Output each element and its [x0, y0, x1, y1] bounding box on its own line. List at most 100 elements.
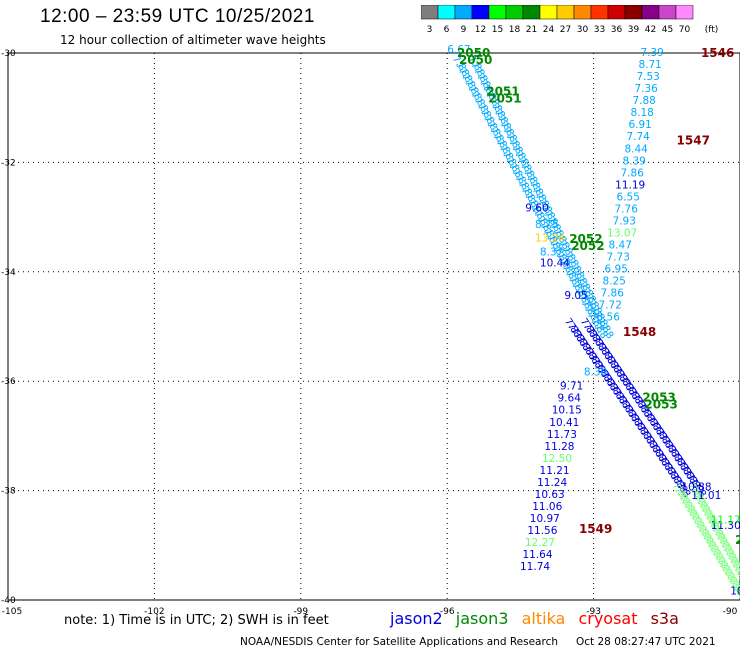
track-mark: 7.8	[723, 572, 740, 591]
s3a-wave-height: 11.21	[540, 465, 570, 477]
track-mark: 7.8	[720, 544, 738, 563]
track-mark: 7.8	[501, 125, 519, 144]
track-mark: 7.8	[481, 113, 499, 132]
track-mark: 7.8	[550, 244, 568, 263]
track-mark: 7.8	[687, 476, 705, 495]
track-mark: 7.8	[629, 392, 647, 411]
track-mark: 7.8	[506, 161, 524, 180]
track-mark: 7.8	[635, 423, 653, 442]
track-mark: 7.8	[666, 445, 684, 464]
track-time-label: 1547	[677, 134, 710, 148]
track-mark: 7.8	[663, 441, 681, 460]
wave-height-label: 8.75	[535, 219, 558, 231]
s3a-wave-height: 7.93	[613, 215, 636, 227]
track-time-label: 2	[735, 533, 740, 547]
scale-label: 21	[526, 25, 537, 35]
track-mark: 7.8	[528, 203, 546, 222]
track-mark: 7.8	[728, 580, 740, 599]
track-mark: 7.8	[471, 66, 489, 85]
track-mark: 7.8	[709, 548, 727, 567]
track-mark: 7.8	[705, 516, 723, 535]
track-mark: 7.8	[681, 500, 699, 519]
track-mark: 7.8	[459, 72, 477, 91]
track-mark: 7.8	[580, 286, 598, 305]
track-mark: 7.8	[536, 197, 554, 216]
track-time-label: 2050	[459, 53, 492, 67]
track-mark: 7.8	[486, 96, 504, 115]
track-mark: 7.8	[702, 512, 720, 531]
track-mark: 7.8	[690, 516, 708, 535]
map-subtitle: 12 hour collection of altimeter wave hei…	[60, 33, 326, 47]
s3a-wave-height: 11.24	[537, 477, 567, 489]
map-title: 12:00 – 23:59 UTC 10/25/2021	[40, 6, 315, 27]
track-mark: 7.8	[638, 427, 656, 446]
scale-label: 27	[560, 25, 571, 35]
map-frame	[7, 52, 740, 601]
track-mark: 7.8	[707, 544, 725, 563]
scale-swatch	[522, 5, 541, 20]
track-mark: 7.8	[690, 481, 708, 500]
track-mark: 7.8	[718, 540, 736, 559]
s3a-wave-height: 8.39	[622, 155, 645, 167]
track-mark: 7.8	[724, 552, 740, 571]
s3a-wave-height: 11.56	[527, 525, 557, 537]
scale-swatch	[471, 5, 490, 20]
s3a-wave-height: 10.97	[530, 513, 560, 525]
track-time-label: 2053	[644, 398, 677, 412]
wave-height-label: 10.44	[540, 257, 570, 269]
track-mark: 7.8	[559, 244, 577, 263]
track-mark: 7.8	[553, 250, 571, 269]
track-mark: 7.8	[721, 568, 739, 587]
track-mark: 7.8	[638, 405, 656, 424]
track-mark: 7.8	[568, 325, 586, 344]
track-mark: 7.8	[577, 280, 595, 299]
track-mark: 7.8	[589, 356, 607, 375]
track-mark: 7.8	[474, 72, 492, 91]
scale-swatch	[675, 5, 694, 20]
track-mark: 7.8	[616, 396, 634, 415]
track-mark: 7.8	[553, 233, 571, 252]
scale-swatch	[421, 5, 439, 20]
scale-label: 39	[628, 25, 640, 35]
scale-swatch	[488, 5, 507, 20]
scale-swatch	[658, 5, 677, 20]
track-mark: 7.8	[480, 84, 498, 103]
track-mark: 7.8	[613, 392, 631, 411]
track-mark: 7.8	[662, 463, 680, 482]
s3a-wave-height: 6.91	[628, 119, 651, 131]
wave-height-label: 10.88	[681, 482, 711, 494]
track-mark: 7.8	[456, 66, 474, 85]
scale-swatch	[641, 5, 660, 20]
track-mark: 7.8	[610, 387, 628, 406]
track-mark: 7.8	[689, 488, 707, 507]
track-mark: 7.8	[614, 370, 632, 389]
track-mark: 7.8	[632, 418, 650, 437]
track-mark: 7.8	[702, 536, 720, 555]
track-mark: 7.8	[503, 155, 521, 174]
track-mark: 7.8	[727, 556, 740, 575]
legend-cryosat: cryosat	[578, 609, 638, 628]
track-mark: 7.8	[719, 564, 737, 583]
track-mark: 7.8	[671, 476, 689, 495]
track-mark: 7.8	[533, 191, 551, 210]
track-mark: 7.8	[686, 508, 704, 527]
lat-tick-label: -36	[1, 377, 16, 387]
wave-height-label: 6.67	[447, 44, 470, 56]
scale-label: 6	[444, 25, 450, 35]
scale-swatch	[607, 5, 626, 20]
track-mark: 7.8	[688, 512, 706, 531]
track-mark: 7.8	[581, 321, 599, 340]
track-mark: 7.8	[531, 209, 549, 228]
track-mark: 7.8	[544, 215, 562, 234]
wave-height-label: 11.30	[711, 520, 740, 532]
s3a-wave-height: 10.15	[552, 405, 582, 417]
s3a-wave-height: 7.76	[615, 203, 639, 215]
credit-timestamp: Oct 28 08:27:47 UTC 2021	[576, 636, 716, 648]
track-mark: 7.8	[592, 361, 610, 380]
track-time-label: 2051	[488, 91, 521, 105]
track-mark: 7.8	[582, 304, 600, 323]
scale-label: 45	[662, 25, 673, 35]
track-mark: 7.8	[644, 436, 662, 455]
track-mark: 7.8	[669, 481, 687, 500]
track-mark: 7.8	[487, 125, 505, 144]
